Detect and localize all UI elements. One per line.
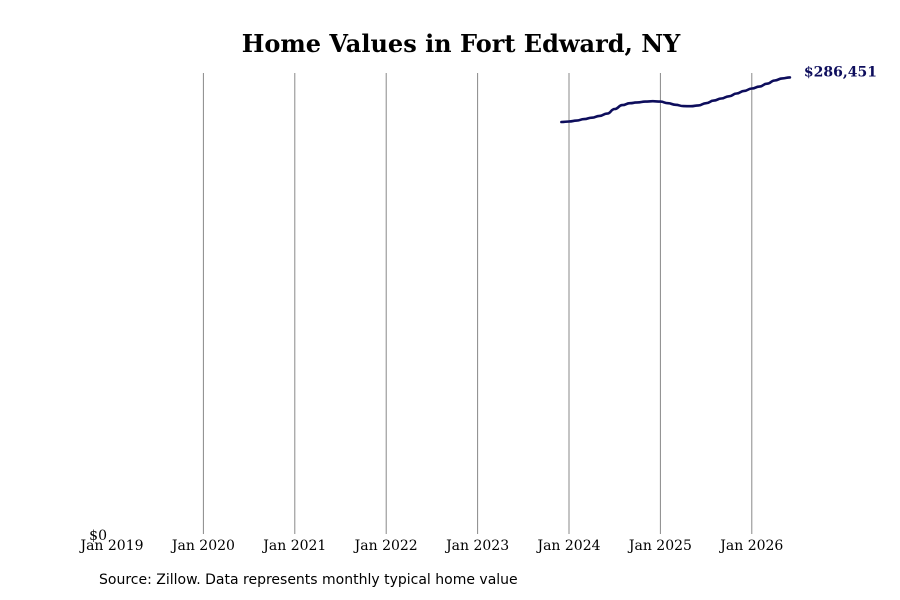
x-tick-label: Jan 2020 bbox=[170, 538, 235, 554]
y-tick-label: $0 bbox=[89, 528, 107, 544]
series-line bbox=[560, 76, 792, 124]
x-axis-tick-labels: Jan 2019 Jan 2020 Jan 2021 Jan 2022 Jan 2023… bbox=[78, 538, 783, 554]
x-tick-label: Jan 2019 bbox=[78, 538, 143, 554]
x-tick-label: Jan 2025 bbox=[627, 538, 692, 554]
chart-title: Home Values in Fort Edward, NY bbox=[242, 29, 681, 58]
x-tick-label: Jan 2022 bbox=[353, 538, 418, 554]
x-tick-label: Jan 2024 bbox=[535, 538, 600, 554]
x-tick-label: Jan 2026 bbox=[718, 538, 783, 554]
x-tick-label: Jan 2023 bbox=[444, 538, 509, 554]
source-note: Source: Zillow. Data represents monthly … bbox=[99, 572, 518, 588]
x-tick-label: Jan 2021 bbox=[261, 538, 326, 554]
end-value-label: $286,451 bbox=[804, 64, 877, 80]
grid-lines bbox=[202, 73, 753, 534]
